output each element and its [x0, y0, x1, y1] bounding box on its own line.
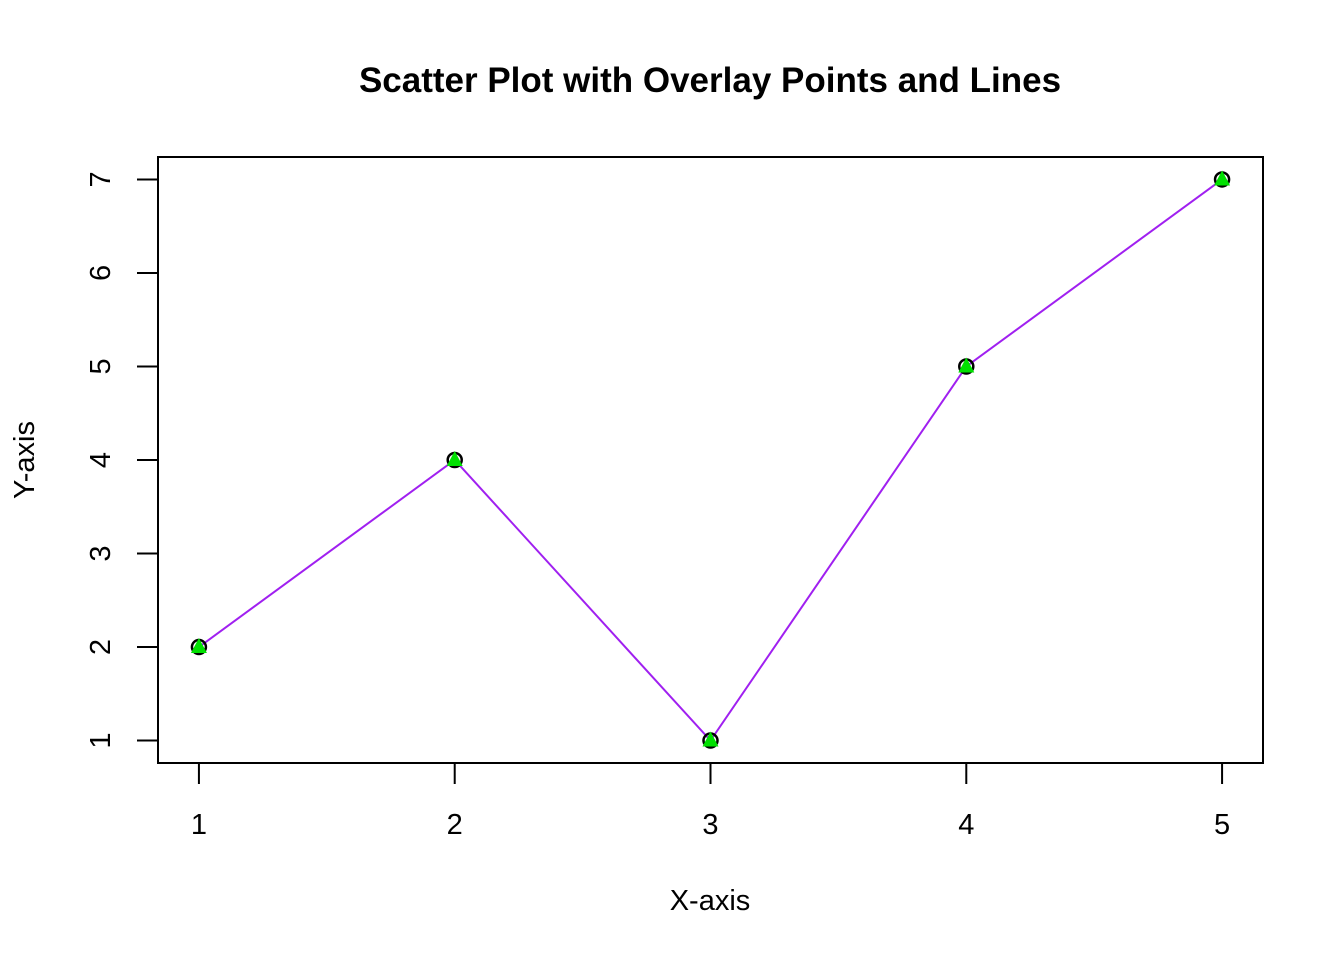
series-circle-group [190, 171, 1231, 749]
x-axis-title: X-axis [670, 885, 751, 917]
x-tick-label: 4 [958, 809, 974, 841]
x-tick-label: 5 [1214, 809, 1230, 841]
data-point-triangle [190, 638, 207, 654]
x-axis: 1 2 3 4 5 [191, 762, 1230, 841]
series-line-group [198, 178, 1223, 743]
data-point-triangle [958, 357, 975, 373]
y-tick-label: 3 [85, 545, 117, 561]
y-axis-title: Y-axis [9, 421, 41, 499]
y-tick-label: 6 [85, 265, 117, 281]
data-point-triangle [702, 731, 719, 747]
chart-title: Scatter Plot with Overlay Points and Lin… [359, 61, 1061, 100]
x-tick-label: 1 [191, 809, 207, 841]
y-tick-label: 2 [85, 639, 117, 655]
y-tick-label: 7 [85, 171, 117, 187]
series-triangle-group [190, 170, 1231, 747]
plot-frame [157, 156, 1264, 764]
y-tick-label: 4 [85, 452, 117, 468]
x-tick-label: 3 [702, 809, 718, 841]
y-tick-label: 5 [85, 358, 117, 374]
y-axis: 1 2 3 4 5 6 7 [85, 171, 159, 749]
series-line [198, 178, 1223, 743]
data-point-triangle [446, 451, 463, 466]
y-tick-label: 1 [85, 732, 117, 748]
data-point-triangle [1214, 170, 1231, 186]
x-tick-label: 2 [447, 809, 463, 841]
